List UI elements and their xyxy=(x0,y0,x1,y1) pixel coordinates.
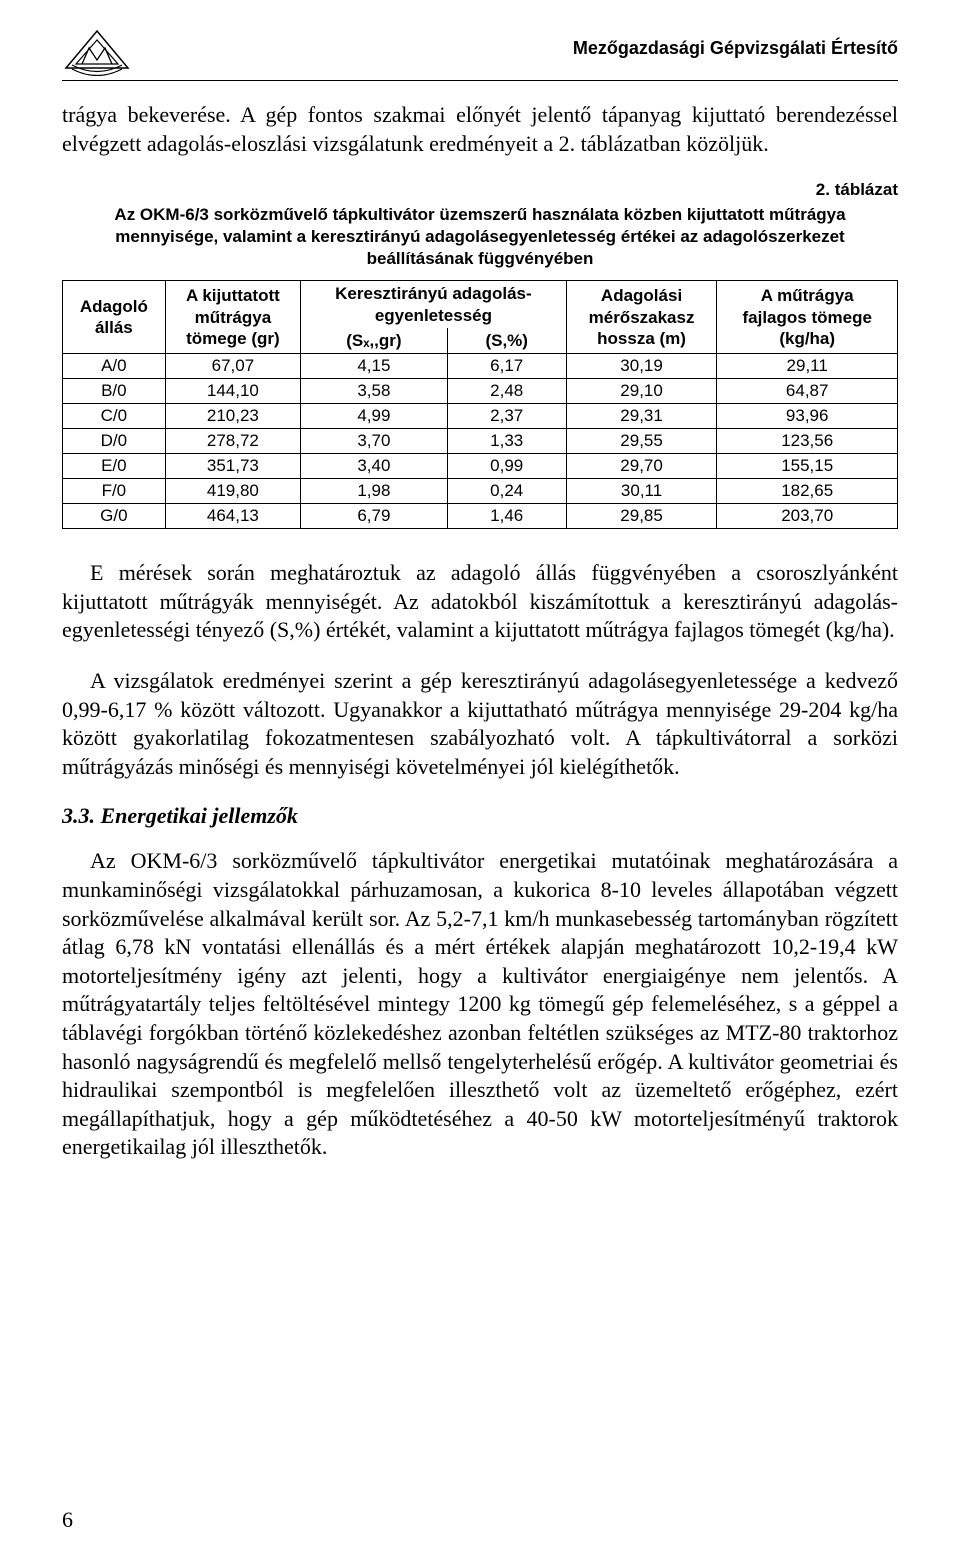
table-cell: 64,87 xyxy=(717,379,898,404)
table-row: D/0278,723,701,3329,55123,56 xyxy=(63,429,898,454)
table-cell: 93,96 xyxy=(717,404,898,429)
section-heading-3-3: 3.3. Energetikai jellemzők xyxy=(62,803,898,829)
col-kijuttatott: A kijuttatott műtrágya tömege (gr) xyxy=(165,281,300,354)
table-row: A/067,074,156,1730,1929,11 xyxy=(63,354,898,379)
table-row: C/0210,234,992,3729,3193,96 xyxy=(63,404,898,429)
table-cell: C/0 xyxy=(63,404,166,429)
col-text: műtrágya xyxy=(195,308,272,327)
table-row: F/0419,801,980,2430,11182,65 xyxy=(63,479,898,504)
table-cell: D/0 xyxy=(63,429,166,454)
table-cell: 155,15 xyxy=(717,454,898,479)
table-cell: 123,56 xyxy=(717,429,898,454)
col-text: A kijuttatott xyxy=(186,286,280,305)
table-cell: 1,98 xyxy=(301,479,448,504)
table-cell: 3,40 xyxy=(301,454,448,479)
col-text: mérőszakasz xyxy=(589,308,695,327)
table-cell: B/0 xyxy=(63,379,166,404)
paragraph-3: Az OKM-6/3 sorközművelő tápkultivátor en… xyxy=(62,847,898,1162)
table-cell: 29,10 xyxy=(566,379,717,404)
table-header-row-1: Adagoló állás A kijuttatott műtrágya töm… xyxy=(63,281,898,328)
table-row: B/0144,103,582,4829,1064,87 xyxy=(63,379,898,404)
col-text: Keresztirányú adagolás- xyxy=(335,284,532,303)
col-text: állás xyxy=(95,318,133,337)
table-cell: 278,72 xyxy=(165,429,300,454)
data-table: Adagoló állás A kijuttatott műtrágya töm… xyxy=(62,280,898,529)
table-cell: 6,17 xyxy=(447,354,566,379)
col-spct: (S,%) xyxy=(447,328,566,354)
table-head: Adagoló állás A kijuttatott műtrágya töm… xyxy=(63,281,898,354)
table-body: A/067,074,156,1730,1929,11B/0144,103,582… xyxy=(63,354,898,529)
table-cell: 203,70 xyxy=(717,504,898,529)
table-cell: 3,70 xyxy=(301,429,448,454)
page: Mezőgazdasági Gépvizsgálati Értesítő trá… xyxy=(0,0,960,1563)
table-cell: E/0 xyxy=(63,454,166,479)
paragraph-1: E mérések során meghatároztuk az adagoló… xyxy=(62,559,898,645)
intro-paragraph: trágya bekeverése. A gép fontos szakmai … xyxy=(62,101,898,158)
col-text: A műtrágya xyxy=(761,286,854,305)
paragraph-2: A vizsgálatok eredményei szerint a gép k… xyxy=(62,667,898,781)
table-cell: 6,79 xyxy=(301,504,448,529)
table-cell: 2,37 xyxy=(447,404,566,429)
table-cell: 351,73 xyxy=(165,454,300,479)
table-cell: 29,11 xyxy=(717,354,898,379)
table-cell: 2,48 xyxy=(447,379,566,404)
table-cell: 0,24 xyxy=(447,479,566,504)
table-cell: 29,31 xyxy=(566,404,717,429)
table-cell: F/0 xyxy=(63,479,166,504)
col-fajlagos: A műtrágya fajlagos tömege (kg/ha) xyxy=(717,281,898,354)
col-text: Adagoló xyxy=(80,297,148,316)
col-sxgr: (Sₓ,,gr) xyxy=(301,328,448,354)
col-kereszt: Keresztirányú adagolás- egyenletesség xyxy=(301,281,567,328)
table-cell: G/0 xyxy=(63,504,166,529)
col-text: hossza (m) xyxy=(597,329,686,348)
col-text: (kg/ha) xyxy=(779,329,835,348)
document-header: Mezőgazdasági Gépvizsgálati Értesítő xyxy=(62,28,898,81)
table-cell: 1,33 xyxy=(447,429,566,454)
table-cell: 67,07 xyxy=(165,354,300,379)
table-cell: 464,13 xyxy=(165,504,300,529)
table-cell: 29,55 xyxy=(566,429,717,454)
table-cell: 1,46 xyxy=(447,504,566,529)
table-cell: 29,70 xyxy=(566,454,717,479)
col-adagolo: Adagoló állás xyxy=(63,281,166,354)
col-text: tömege (gr) xyxy=(186,329,280,348)
table-title: Az OKM-6/3 sorközművelő tápkultivátor üz… xyxy=(62,204,898,270)
table-row: E/0351,733,400,9929,70155,15 xyxy=(63,454,898,479)
page-number: 6 xyxy=(62,1507,73,1533)
table-cell: 144,10 xyxy=(165,379,300,404)
col-text: Adagolási xyxy=(601,286,682,305)
table-cell: 30,11 xyxy=(566,479,717,504)
table-cell: 0,99 xyxy=(447,454,566,479)
table-cell: A/0 xyxy=(63,354,166,379)
table-cell: 4,15 xyxy=(301,354,448,379)
col-text: fajlagos tömege xyxy=(742,308,871,327)
journal-title: Mezőgazdasági Gépvizsgálati Értesítő xyxy=(573,28,898,59)
table-cell: 419,80 xyxy=(165,479,300,504)
logo-icon xyxy=(62,28,132,76)
table-caption: 2. táblázat xyxy=(62,180,898,200)
table-cell: 4,99 xyxy=(301,404,448,429)
col-text: egyenletesség xyxy=(375,306,492,325)
table-cell: 3,58 xyxy=(301,379,448,404)
table-cell: 30,19 xyxy=(566,354,717,379)
table-cell: 210,23 xyxy=(165,404,300,429)
table-row: G/0464,136,791,4629,85203,70 xyxy=(63,504,898,529)
table-cell: 182,65 xyxy=(717,479,898,504)
col-meroszakasz: Adagolási mérőszakasz hossza (m) xyxy=(566,281,717,354)
table-cell: 29,85 xyxy=(566,504,717,529)
